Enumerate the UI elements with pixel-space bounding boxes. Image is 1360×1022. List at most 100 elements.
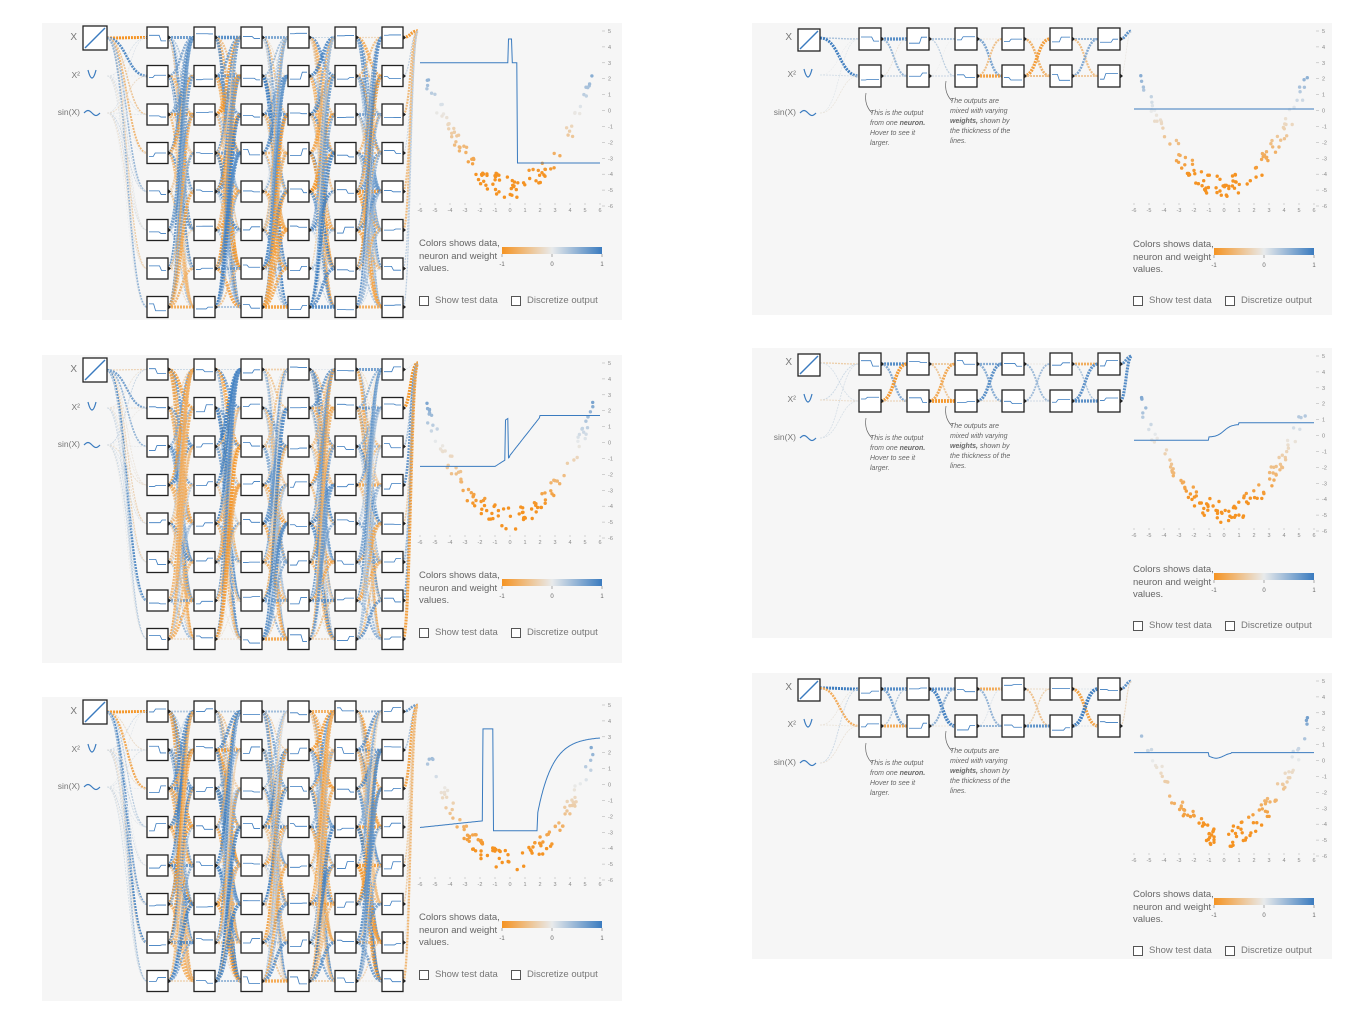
checkbox-box[interactable] (511, 295, 521, 306)
neuron[interactable] (193, 141, 218, 165)
checkbox-box[interactable] (511, 627, 521, 638)
neuron[interactable] (334, 512, 359, 535)
neuron[interactable] (146, 473, 171, 497)
neuron[interactable] (906, 352, 932, 376)
neuron[interactable] (240, 627, 265, 651)
neuron[interactable] (381, 64, 406, 88)
neuron[interactable] (381, 180, 406, 203)
discretize-output-checkbox[interactable]: Discretize output (511, 295, 598, 306)
neuron[interactable] (334, 589, 359, 612)
neuron[interactable] (240, 892, 265, 916)
neuron[interactable] (193, 435, 218, 458)
neuron[interactable] (287, 589, 312, 612)
neuron[interactable] (1049, 64, 1075, 88)
neuron[interactable] (240, 26, 265, 49)
neuron[interactable] (954, 389, 980, 413)
neuron[interactable] (146, 738, 171, 762)
neuron[interactable] (334, 931, 359, 954)
neuron[interactable] (146, 931, 171, 954)
neuron[interactable] (334, 295, 359, 319)
neuron[interactable] (1001, 27, 1027, 51)
neuron[interactable] (858, 64, 884, 88)
neuron[interactable] (381, 627, 406, 651)
neuron[interactable] (1001, 389, 1027, 413)
neuron[interactable] (193, 103, 218, 126)
neuron[interactable] (334, 103, 359, 126)
neuron[interactable] (381, 435, 406, 458)
checkbox-box[interactable] (419, 295, 429, 306)
neuron[interactable] (240, 815, 265, 839)
neuron[interactable] (334, 435, 359, 458)
neuron[interactable] (240, 218, 265, 242)
neuron[interactable] (287, 892, 312, 916)
checkbox-box[interactable] (1225, 945, 1235, 956)
checkbox-box[interactable] (511, 969, 521, 980)
neuron[interactable] (334, 358, 359, 381)
checkbox-box[interactable] (1133, 945, 1143, 956)
neuron[interactable] (240, 257, 265, 280)
neuron[interactable] (334, 473, 359, 497)
neuron[interactable] (1049, 677, 1075, 701)
neuron[interactable] (287, 627, 312, 651)
neuron[interactable] (287, 64, 312, 88)
neuron[interactable] (287, 396, 312, 420)
neuron[interactable] (193, 396, 218, 420)
neuron[interactable] (240, 64, 265, 88)
neuron[interactable] (193, 26, 218, 49)
neuron[interactable] (334, 777, 359, 800)
neuron[interactable] (381, 103, 406, 126)
discretize-output-checkbox[interactable]: Discretize output (511, 969, 598, 980)
neuron[interactable] (381, 589, 406, 612)
checkbox-box[interactable] (419, 969, 429, 980)
neuron[interactable] (287, 435, 312, 458)
neuron[interactable] (240, 396, 265, 420)
neuron[interactable] (193, 64, 218, 88)
neuron[interactable] (193, 218, 218, 242)
neuron[interactable] (240, 777, 265, 800)
neuron[interactable] (1001, 677, 1027, 701)
neuron[interactable] (381, 257, 406, 280)
neuron[interactable] (193, 777, 218, 800)
neuron[interactable] (193, 627, 218, 651)
discretize-output-checkbox[interactable]: Discretize output (1225, 620, 1312, 631)
neuron[interactable] (193, 589, 218, 612)
neuron[interactable] (146, 103, 171, 126)
checkbox-box[interactable] (419, 627, 429, 638)
neuron[interactable] (287, 218, 312, 242)
neuron[interactable] (193, 295, 218, 319)
neuron[interactable] (334, 180, 359, 203)
neuron[interactable] (193, 257, 218, 280)
neuron[interactable] (146, 969, 171, 993)
neuron[interactable] (381, 815, 406, 839)
neuron[interactable] (146, 892, 171, 916)
neuron[interactable] (381, 396, 406, 420)
neuron[interactable] (193, 473, 218, 497)
neuron[interactable] (240, 550, 265, 574)
neuron[interactable] (381, 700, 406, 723)
checkbox-box[interactable] (1133, 620, 1143, 631)
neuron[interactable] (146, 550, 171, 574)
neuron[interactable] (240, 589, 265, 612)
discretize-output-checkbox[interactable]: Discretize output (511, 627, 598, 638)
neuron[interactable] (193, 738, 218, 762)
neuron[interactable] (954, 352, 980, 376)
neuron[interactable] (906, 27, 932, 51)
neuron[interactable] (1001, 64, 1027, 88)
neuron[interactable] (240, 969, 265, 993)
neuron[interactable] (240, 103, 265, 126)
neuron[interactable] (146, 257, 171, 280)
neuron[interactable] (240, 931, 265, 954)
neuron[interactable] (906, 64, 932, 88)
neuron[interactable] (906, 714, 932, 738)
discretize-output-checkbox[interactable]: Discretize output (1225, 295, 1312, 306)
neuron[interactable] (287, 180, 312, 203)
neuron[interactable] (334, 627, 359, 651)
neuron[interactable] (287, 700, 312, 723)
neuron[interactable] (287, 854, 312, 877)
neuron[interactable] (193, 180, 218, 203)
neuron[interactable] (146, 512, 171, 535)
neuron[interactable] (1001, 352, 1027, 376)
neuron[interactable] (240, 854, 265, 877)
neuron[interactable] (858, 389, 884, 413)
neuron[interactable] (1097, 27, 1123, 51)
